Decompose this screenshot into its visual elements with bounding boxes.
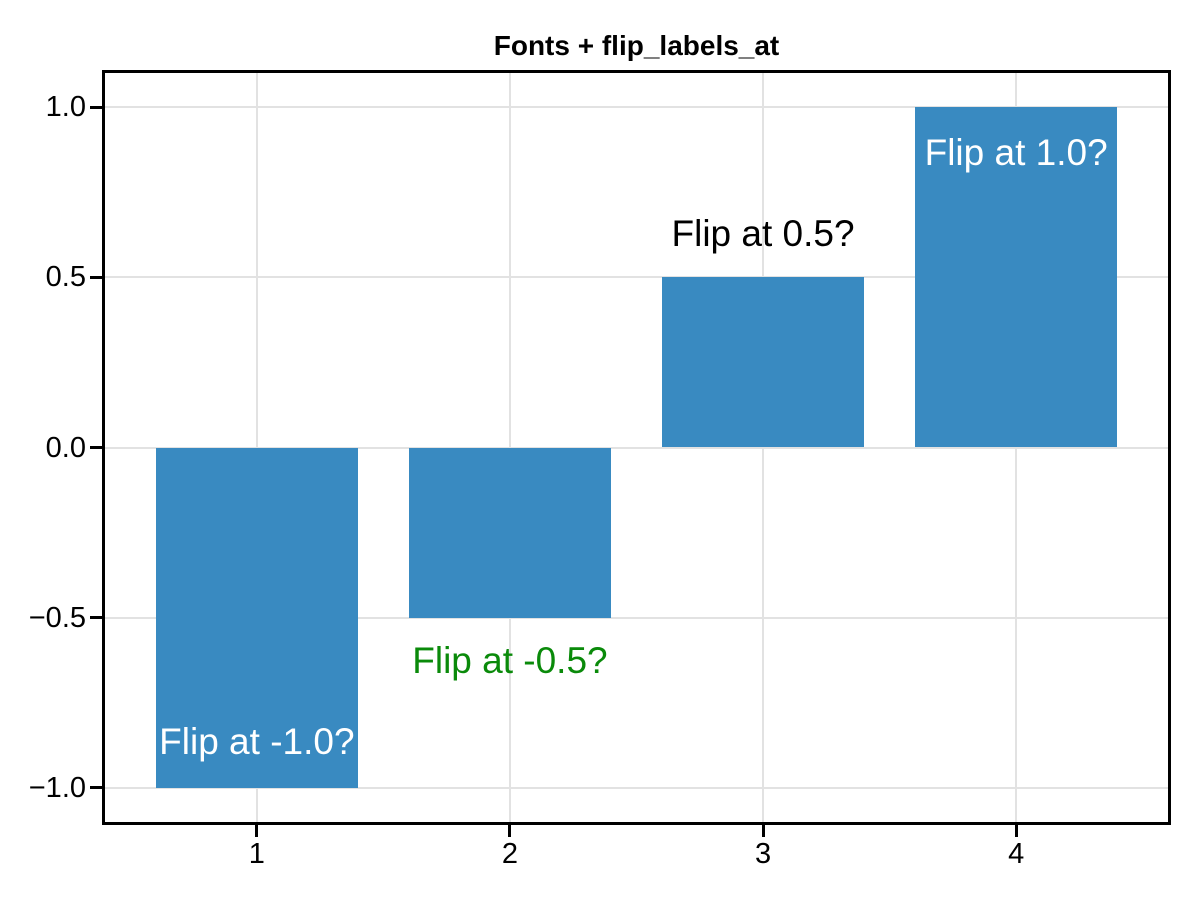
y-tick-label: −1.0 xyxy=(28,771,86,804)
y-axis-tick xyxy=(90,786,102,790)
bar-value-label: Flip at 1.0? xyxy=(924,132,1108,174)
chart-title: Fonts + flip_labels_at xyxy=(493,30,780,61)
plot-area: Flip at -1.0? Flip at -0.5? Flip at 0.5? Fl… xyxy=(102,70,1171,825)
h-gridline xyxy=(105,616,1168,619)
x-tick-label: 2 xyxy=(501,838,518,870)
bar-value-label: Flip at -0.5? xyxy=(412,639,608,681)
bar xyxy=(914,107,1118,448)
h-gridline xyxy=(105,446,1168,449)
bar xyxy=(408,447,612,618)
y-tick-label: 1.0 xyxy=(45,91,86,124)
x-axis-tick xyxy=(508,825,512,837)
y-tick-label: 0.5 xyxy=(45,261,86,294)
y-tick-label: 0.0 xyxy=(45,431,86,464)
x-axis-tick xyxy=(1014,825,1018,837)
bar-value-label: Flip at 0.5? xyxy=(671,213,855,255)
bar xyxy=(155,447,359,788)
x-axis-tick xyxy=(761,825,765,837)
x-tick-label: 1 xyxy=(248,838,265,870)
x-tick-label: 4 xyxy=(1008,838,1025,870)
x-tick-label: 3 xyxy=(754,838,772,870)
bar-value-label: Flip at -1.0? xyxy=(159,720,355,762)
bar xyxy=(661,277,865,448)
y-axis-tick xyxy=(90,616,102,620)
y-axis-tick xyxy=(90,275,102,279)
h-gridline xyxy=(105,276,1168,279)
y-tick-label: −0.5 xyxy=(28,601,86,634)
x-axis-tick xyxy=(255,825,259,837)
y-axis-tick xyxy=(90,446,102,449)
y-axis-tick xyxy=(90,105,102,109)
h-gridline xyxy=(105,106,1168,109)
h-gridline xyxy=(105,786,1168,789)
